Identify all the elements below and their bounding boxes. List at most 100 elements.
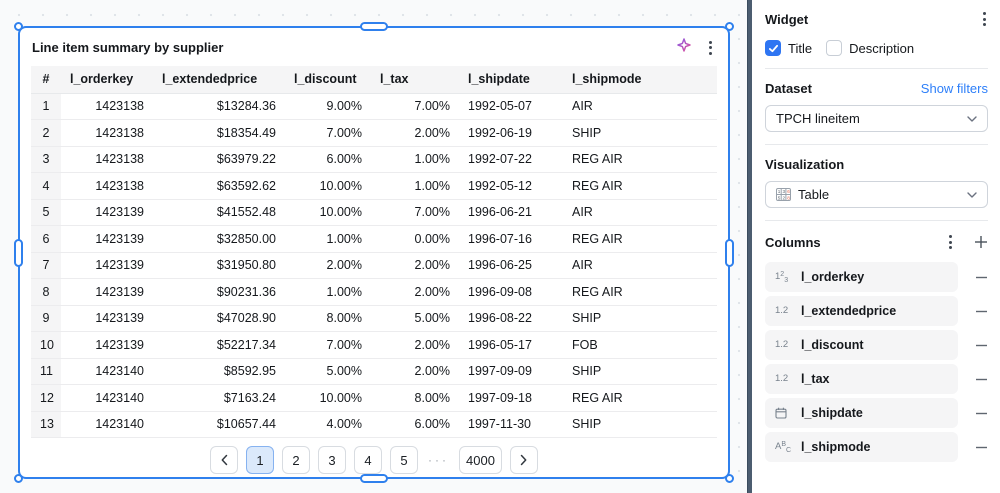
column-pill-l_shipmode[interactable]: A B C l_shipmode: [765, 432, 958, 462]
column-header-l_extendedprice[interactable]: l_extendedprice: [153, 66, 285, 94]
column-header-l_orderkey[interactable]: l_orderkey: [61, 66, 153, 94]
remove-column-button-l_tax[interactable]: [958, 373, 988, 386]
svg-text:1: 1: [778, 189, 781, 194]
table-cell: 0.00%: [371, 225, 459, 253]
visualization-select[interactable]: 1 3 6 5 2 8 Table: [765, 181, 988, 208]
table-cell: 5: [31, 199, 61, 226]
column-header-l_shipdate[interactable]: l_shipdate: [459, 66, 563, 94]
table-cell: 1423138: [61, 93, 153, 120]
page-button-4000[interactable]: 4000: [459, 446, 502, 474]
resize-handle-bottom[interactable]: [360, 474, 388, 483]
page-button-5[interactable]: 5: [390, 446, 419, 474]
remove-column-button-l_discount[interactable]: [958, 339, 988, 352]
decimal-type-icon: 1.2: [775, 305, 789, 317]
page-button-1[interactable]: 1: [246, 446, 275, 474]
column-pill-l_extendedprice[interactable]: 1.2 l_extendedprice: [765, 296, 958, 326]
columns-list: 1 2 3 l_orderkey 1.2 l_extendedprice 1.2 l_disc…: [765, 262, 988, 462]
table-cell: REG AIR: [563, 225, 717, 253]
table-cell: 1996-09-08: [459, 278, 563, 306]
row-number-header[interactable]: #: [31, 66, 61, 94]
visualization-select-value: Table: [798, 187, 830, 202]
title-checkbox-box[interactable]: [765, 40, 781, 56]
title-checkbox[interactable]: Title: [765, 40, 812, 56]
table-cell: 8.00%: [285, 305, 371, 332]
table-cell: 1423138: [61, 146, 153, 173]
dataset-select[interactable]: TPCH lineitem: [765, 105, 988, 132]
resize-handle-top-left[interactable]: [14, 22, 23, 31]
page-button-4[interactable]: 4: [354, 446, 383, 474]
table-cell: 10.00%: [285, 172, 371, 200]
resize-handle-bottom-right[interactable]: [725, 474, 734, 483]
table-cell: $13284.36: [153, 93, 285, 120]
widget-section-kebab-icon[interactable]: [981, 10, 988, 28]
table-cell: REG AIR: [563, 172, 717, 200]
add-column-button[interactable]: [974, 235, 988, 249]
widget-menu-kebab-icon[interactable]: [707, 39, 714, 57]
table-row: 1 1423138 $13284.36 9.00% 7.00% 1992-05-07 AIR: [31, 93, 717, 120]
remove-column-button-l_orderkey[interactable]: [958, 271, 988, 284]
panel-resize-divider[interactable]: [747, 0, 752, 493]
table-cell: 1423140: [61, 358, 153, 385]
resize-handle-top-right[interactable]: [725, 22, 734, 31]
column-pill-l_tax[interactable]: 1.2 l_tax: [765, 364, 958, 394]
ai-sparkle-icon[interactable]: [676, 37, 692, 58]
column-item-label: l_orderkey: [801, 270, 865, 284]
resize-handle-right[interactable]: [725, 238, 734, 267]
table-widget[interactable]: Line item summary by supplier # l_o: [14, 22, 734, 483]
pagination: 1 2 3 4 5 ··· 4000: [20, 446, 728, 474]
column-item-label: l_shipdate: [801, 406, 863, 420]
table-cell: $52217.34: [153, 331, 285, 359]
table-cell: 7.00%: [285, 119, 371, 147]
column-pill-l_discount[interactable]: 1.2 l_discount: [765, 330, 958, 360]
dashboard-canvas: Line item summary by supplier # l_o: [0, 0, 748, 493]
remove-column-button-l_shipdate[interactable]: [958, 407, 988, 420]
decimal-type-icon: 1.2: [775, 339, 789, 351]
page-button-3[interactable]: 3: [318, 446, 347, 474]
description-checkbox-label: Description: [849, 40, 915, 56]
svg-text:3: 3: [783, 189, 786, 194]
column-header-l_shipmode[interactable]: l_shipmode: [563, 66, 717, 94]
table-cell: AIR: [563, 252, 717, 279]
section-divider: [765, 68, 988, 69]
widget-title: Line item summary by supplier: [32, 40, 224, 55]
table-cell: 2.00%: [371, 119, 459, 147]
resize-handle-bottom-left[interactable]: [14, 474, 23, 483]
column-pill-l_shipdate[interactable]: l_shipdate: [765, 398, 958, 428]
table-cell: 1996-08-22: [459, 305, 563, 332]
resize-handle-left[interactable]: [14, 238, 23, 267]
remove-column-button-l_extendedprice[interactable]: [958, 305, 988, 318]
table-cell: 10.00%: [285, 199, 371, 226]
prev-page-button[interactable]: [210, 446, 239, 474]
table-cell: 8.00%: [371, 384, 459, 412]
columns-kebab-icon[interactable]: [947, 233, 954, 251]
column-pill-l_orderkey[interactable]: 1 2 3 l_orderkey: [765, 262, 958, 292]
column-item-l_discount: 1.2 l_discount: [765, 330, 988, 360]
next-page-button[interactable]: [509, 446, 538, 474]
description-checkbox-box[interactable]: [826, 40, 843, 56]
table-cell: 3: [31, 146, 61, 173]
table-cell: 13: [31, 411, 61, 438]
resize-handle-top[interactable]: [360, 22, 388, 31]
remove-column-button-l_shipmode[interactable]: [958, 441, 988, 454]
table-cell: 1996-05-17: [459, 331, 563, 359]
column-item-l_extendedprice: 1.2 l_extendedprice: [765, 296, 988, 326]
column-header-l_discount[interactable]: l_discount: [285, 66, 371, 94]
table-cell: 1423140: [61, 384, 153, 412]
page-ellipsis: ···: [428, 453, 450, 467]
table-cell: $18354.49: [153, 119, 285, 147]
column-item-l_shipdate: l_shipdate: [765, 398, 988, 428]
dataset-section-heading: Dataset: [765, 81, 812, 96]
columns-section-heading: Columns: [765, 234, 821, 250]
column-header-l_tax[interactable]: l_tax: [371, 66, 459, 94]
show-filters-link[interactable]: Show filters: [920, 81, 988, 96]
page-button-2[interactable]: 2: [282, 446, 311, 474]
table-cell: 2.00%: [285, 252, 371, 279]
table-cell: 2.00%: [371, 252, 459, 279]
table-cell: 1: [31, 93, 61, 120]
table-cell: 1423139: [61, 225, 153, 253]
table-cell: REG AIR: [563, 278, 717, 306]
table-cell: 4: [31, 172, 61, 200]
description-checkbox[interactable]: Description: [826, 40, 914, 56]
table-cell: 1.00%: [285, 225, 371, 253]
